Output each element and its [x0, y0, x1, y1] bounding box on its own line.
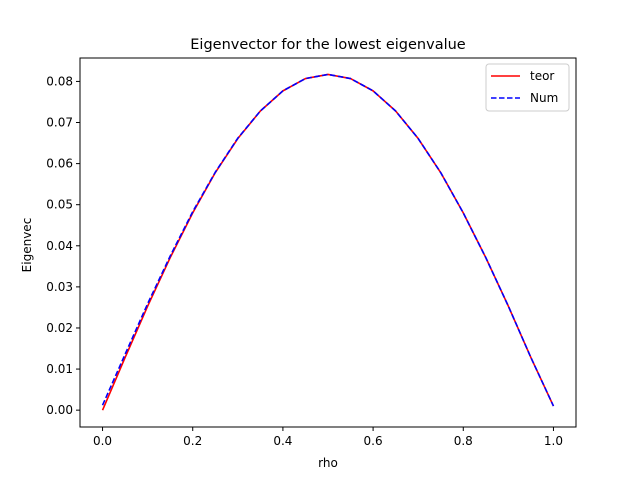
- x-tick-label: 0.6: [364, 434, 383, 448]
- x-tick-label: 1.0: [544, 434, 563, 448]
- x-tick-label: 0.4: [273, 434, 292, 448]
- y-tick-label: 0.08: [46, 74, 73, 88]
- x-tick-label: 0.2: [183, 434, 202, 448]
- chart-title: Eigenvector for the lowest eigenvalue: [190, 37, 466, 53]
- plot-area: 0.0 0.2 0.4 0.6 0.8 1.0 0.00 0.01 0.02 0.03 0.04 0.…: [46, 57, 577, 448]
- y-tick-label: 0.07: [46, 116, 73, 130]
- legend-label-teor: teor: [530, 69, 554, 83]
- y-tick-label: 0.05: [46, 198, 73, 212]
- y-tick-label: 0.00: [46, 403, 73, 417]
- legend: teor Num: [485, 63, 570, 112]
- x-tick-label: 0.0: [93, 434, 112, 448]
- legend-label-num: Num: [530, 91, 558, 105]
- y-tick-label: 0.01: [46, 362, 73, 376]
- y-axis-label: Eigenvec: [20, 218, 34, 273]
- series-line-num: [101, 73, 555, 407]
- y-tick-label: 0.03: [46, 280, 73, 294]
- y-tick-label: 0.04: [46, 239, 73, 253]
- plot-frame: [79, 57, 577, 428]
- x-axis-label: rho: [318, 456, 338, 470]
- y-tick-label: 0.02: [46, 321, 73, 335]
- x-tick-label: 0.8: [454, 434, 473, 448]
- y-tick-label: 0.06: [46, 157, 73, 171]
